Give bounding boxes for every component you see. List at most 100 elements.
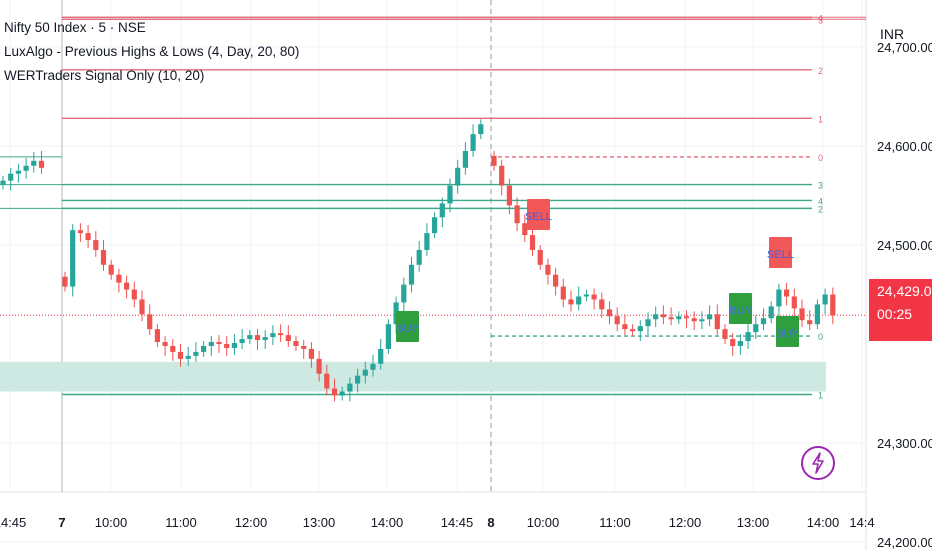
candle (560, 286, 566, 300)
candle (270, 333, 276, 338)
candle (147, 314, 153, 330)
symbol-legend[interactable]: Nifty 50 Index · 5 · NSE (4, 20, 146, 35)
x-tick-label: 11:00 (599, 515, 631, 530)
candle (216, 342, 222, 344)
x-tick-label: 10:00 (527, 515, 560, 530)
level-label: 2 (818, 66, 823, 76)
level-label: 4 (818, 196, 823, 206)
sell-signal[interactable] (527, 199, 550, 230)
signal-label: BUY (396, 323, 419, 335)
buy-signal[interactable] (396, 311, 419, 342)
candle (522, 223, 528, 236)
demand-zone (0, 361, 826, 392)
level-label: 4 (818, 13, 823, 23)
candle (478, 124, 484, 135)
candle (224, 344, 230, 348)
candle (699, 319, 705, 322)
candle (791, 296, 797, 309)
candle (760, 318, 767, 325)
last-price-value: 24,429.05 (877, 283, 932, 299)
candle (707, 314, 713, 320)
candle (285, 335, 291, 342)
candle (591, 294, 597, 300)
candle (691, 318, 697, 322)
candle (676, 316, 682, 320)
candle (576, 296, 582, 305)
candle (447, 185, 453, 204)
candle (23, 165, 29, 171)
level-label: 0 (818, 332, 823, 342)
candle (308, 348, 314, 359)
candle (85, 233, 91, 241)
candle (247, 335, 253, 340)
signal-label: BUY (776, 328, 799, 340)
candle (362, 369, 368, 376)
candle (737, 341, 743, 346)
candle (193, 351, 199, 356)
x-tick-label: 13:00 (303, 515, 336, 530)
candle (807, 320, 813, 325)
candle (529, 235, 536, 250)
candle (784, 289, 790, 297)
signal-label: BUY (729, 305, 752, 317)
candle (408, 264, 415, 285)
candle (38, 160, 45, 168)
buy-signal[interactable] (729, 293, 752, 324)
candle (753, 324, 759, 333)
lightning-icon[interactable] (801, 446, 835, 480)
candle (162, 342, 168, 346)
level-label: 2 (818, 204, 823, 214)
candle (683, 316, 690, 319)
candle (385, 324, 391, 349)
candle (622, 324, 628, 330)
indicator-legend-luxalgo[interactable]: LuxAlgo - Previous Highs & Lows (4, Day,… (4, 44, 300, 59)
y-tick-label: 24,300.00 (877, 436, 932, 451)
x-tick-label: 8 (487, 515, 494, 530)
candle (401, 284, 407, 303)
candle (462, 150, 468, 168)
candle (499, 165, 505, 186)
currency-label[interactable]: INR (880, 26, 905, 42)
level-label: 1 (818, 114, 823, 124)
x-tick-label: 12:00 (235, 515, 268, 530)
candle (432, 217, 438, 234)
candle (324, 373, 330, 389)
chart-legend: Nifty 50 Index · 5 · NSE LuxAlgo - Previ… (4, 16, 299, 88)
candle (583, 294, 589, 297)
x-tick-label: 11:00 (165, 515, 197, 530)
candle (776, 289, 782, 307)
candle (31, 160, 37, 166)
candle (100, 249, 107, 265)
x-tick-label: 14:00 (807, 515, 840, 530)
x-tick-label: 14:45 (0, 515, 26, 530)
y-tick-label: 24,700.00 (877, 40, 932, 55)
indicator-legend-wertraders[interactable]: WERTraders Signal Only (10, 20) (4, 68, 205, 83)
candle (606, 309, 613, 317)
candle (491, 155, 497, 166)
y-tick-label: 24,200.00 (877, 535, 932, 550)
candle (231, 343, 237, 348)
candle (131, 289, 137, 300)
y-tick-label: 24,600.00 (877, 139, 932, 154)
x-tick-label: 12:00 (669, 515, 702, 530)
candle (355, 375, 361, 384)
x-tick-label: 7 (58, 515, 65, 530)
candle (62, 276, 68, 287)
candle (416, 249, 422, 265)
candle (768, 306, 774, 319)
candle (506, 185, 512, 206)
x-tick-label: 10:00 (95, 515, 128, 530)
candle (822, 294, 828, 305)
bar-countdown: 00:25 (877, 306, 913, 322)
candle (614, 316, 620, 325)
candle (116, 274, 122, 283)
buy-signal[interactable] (776, 316, 799, 347)
sell-signal[interactable] (769, 237, 792, 268)
candle (668, 317, 674, 320)
candle (15, 170, 21, 174)
candle (93, 240, 99, 250)
candle (262, 337, 268, 341)
y-tick-label: 24,500.00 (877, 238, 932, 253)
